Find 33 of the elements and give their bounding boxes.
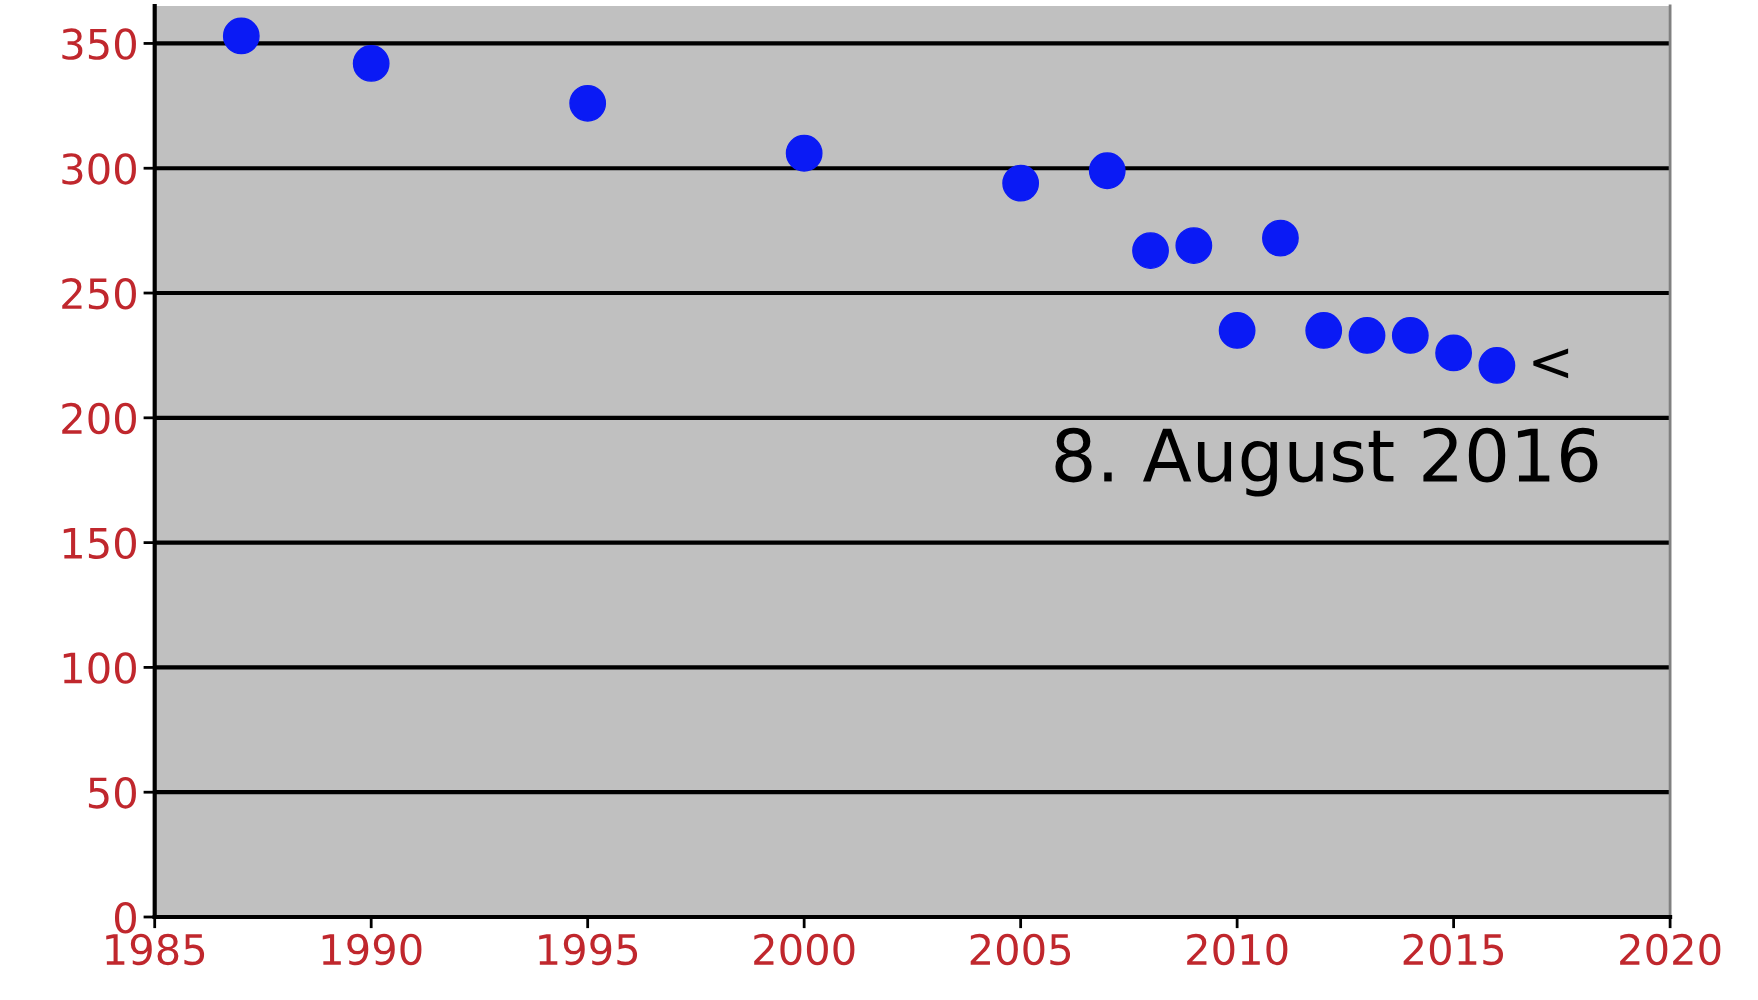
x-tick-label: 1985: [106, 933, 205, 966]
point: [1132, 232, 1169, 269]
x-tick-label: 2015: [1403, 933, 1503, 966]
point: [1175, 227, 1213, 265]
x-tick-label: 1995: [539, 933, 638, 966]
point: [1002, 164, 1040, 202]
x-tick-label: 2010: [1187, 933, 1288, 966]
point: [222, 17, 260, 55]
y-tick-label: 350: [62, 28, 136, 60]
y-tick-label: 100: [63, 652, 136, 684]
point: [1435, 334, 1473, 372]
y-tick-label: 0: [114, 901, 136, 934]
x-tick-label: 2005: [970, 933, 1071, 966]
annotation: <: [1533, 348, 1569, 379]
point: [1218, 312, 1256, 349]
x-tick-label: 2020: [1620, 933, 1721, 966]
point: [785, 134, 823, 172]
point: [1478, 347, 1516, 384]
point: [1088, 152, 1126, 190]
x-tick-label: 2000: [754, 933, 855, 966]
y-tick-label: 250: [62, 277, 136, 310]
point: [1348, 317, 1386, 354]
point: [569, 84, 607, 122]
point: [1262, 219, 1299, 257]
y-tick-label: 200: [62, 402, 136, 435]
point: [352, 45, 390, 82]
point: [1391, 317, 1429, 354]
y-tick-label: 150: [63, 527, 136, 560]
annotation: 8. August 2016: [1055, 427, 1598, 497]
point: [1305, 312, 1343, 349]
x-tick-label: 1990: [322, 933, 422, 966]
y-tick-label: 300: [62, 153, 136, 185]
y-tick-label: 50: [88, 777, 136, 809]
